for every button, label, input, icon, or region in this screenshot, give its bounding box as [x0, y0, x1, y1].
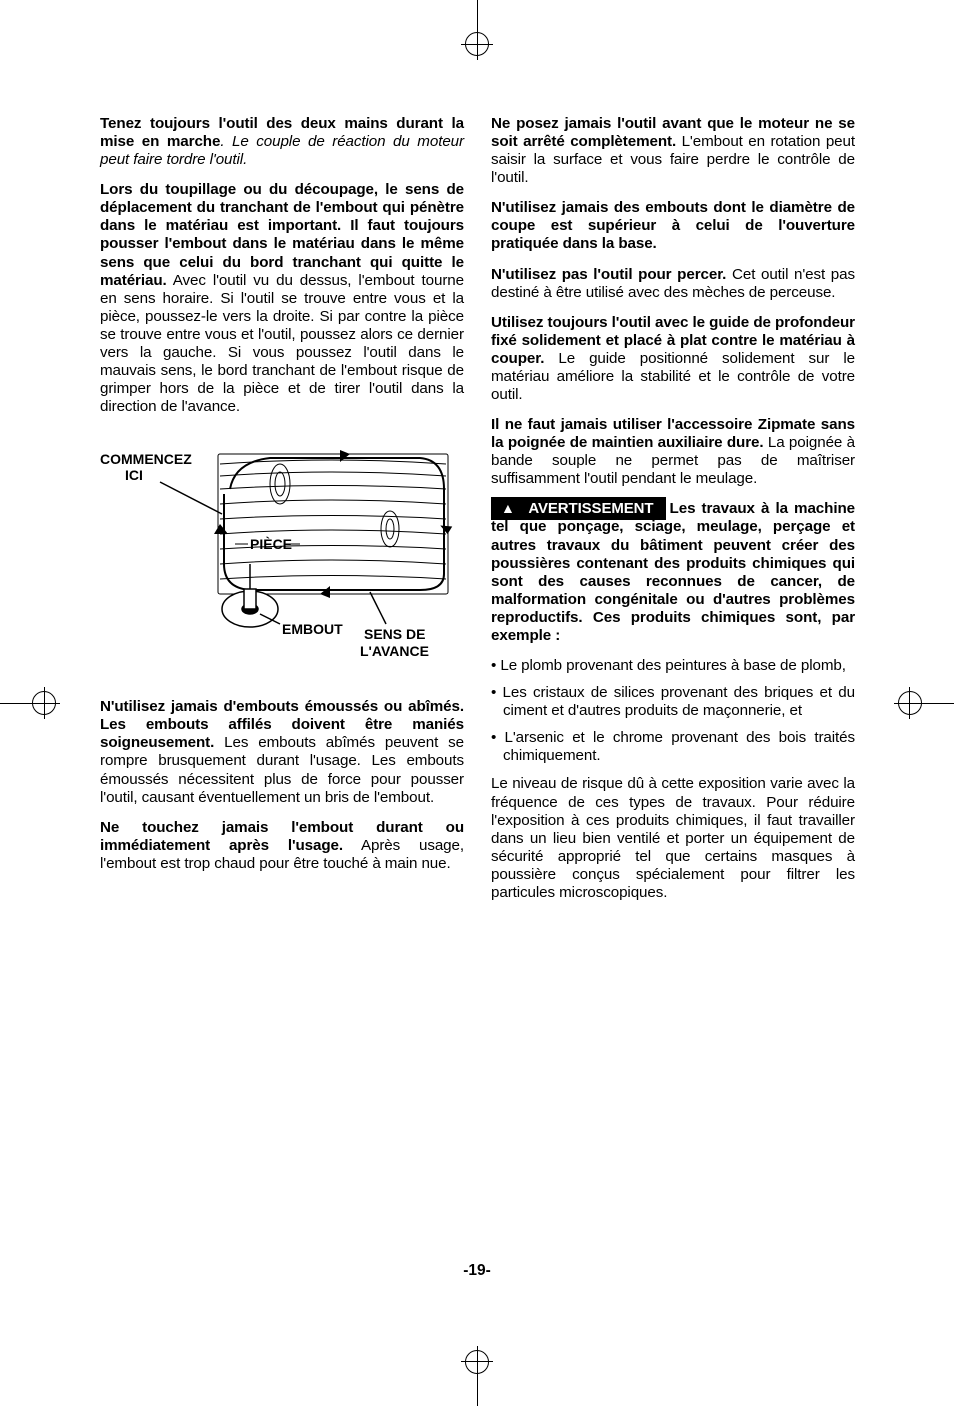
- paragraph: Ne touchez jamais l'embout durant ou imm…: [100, 819, 464, 873]
- warning-paragraph: ▲ AVERTISSEMENT Les travaux à la machine…: [491, 500, 855, 645]
- diagram-label: ICI: [125, 467, 143, 483]
- list-item: L'arsenic et le chrome provenant des boi…: [491, 729, 855, 765]
- warning-label: AVERTISSEMENT: [528, 500, 653, 517]
- body-text: Avec l'outil vu du dessus, l'embout tour…: [100, 272, 464, 416]
- left-column: Tenez toujours l'outil des deux mains du…: [100, 115, 464, 914]
- routing-diagram: COMMENCEZ ICI PIÈCE EMBOUT SENS DE L'AVA…: [100, 434, 464, 679]
- crop-mark: [477, 1346, 478, 1378]
- paragraph: Il ne faut jamais utiliser l'accessoire …: [491, 416, 855, 488]
- paragraph: Le niveau de risque dû à cette expositio…: [491, 775, 855, 902]
- body-text: Le guide positionné solidement sur le ma…: [491, 350, 855, 403]
- warning-text: Les travaux à la machine tel que ponçage…: [491, 500, 855, 644]
- warning-triangle-icon: ▲: [501, 500, 517, 516]
- page-number: -19-: [0, 1262, 954, 1280]
- crop-mark: [477, 28, 478, 60]
- right-column: Ne posez jamais l'outil avant que le mot…: [491, 115, 855, 914]
- diagram-label: COMMENCEZ: [100, 451, 192, 467]
- paragraph: Lors du toupillage ou du découpage, le s…: [100, 181, 464, 416]
- paragraph: N'utilisez pas l'outil pour percer. Cet …: [491, 266, 855, 302]
- warning-badge: ▲ AVERTISSEMENT: [491, 497, 666, 520]
- diagram-label: EMBOUT: [282, 621, 343, 637]
- paragraph: N'utilisez jamais d'embouts émoussés ou …: [100, 698, 464, 806]
- bullet-list: Le plomb provenant des peintures à base …: [491, 657, 855, 765]
- list-item: Le plomb provenant des peintures à base …: [491, 657, 855, 675]
- page-content: Tenez toujours l'outil des deux mains du…: [100, 115, 855, 914]
- crop-mark: [894, 703, 926, 704]
- paragraph: Tenez toujours l'outil des deux mains du…: [100, 115, 464, 169]
- crop-mark: [44, 687, 45, 719]
- paragraph: Ne posez jamais l'outil avant que le mot…: [491, 115, 855, 187]
- list-item: Les cristaux de silices provenant des br…: [491, 684, 855, 720]
- crop-mark: [909, 687, 910, 719]
- diagram-label: L'AVANCE: [360, 643, 429, 659]
- diagram-label: PIÈCE: [250, 536, 292, 552]
- paragraph: Utilisez toujours l'outil avec le guide …: [491, 314, 855, 404]
- bold-text: N'utilisez pas l'outil pour percer.: [491, 266, 726, 283]
- paragraph: N'utilisez jamais des embouts dont le di…: [491, 199, 855, 253]
- diagram-label: SENS DE: [364, 626, 425, 642]
